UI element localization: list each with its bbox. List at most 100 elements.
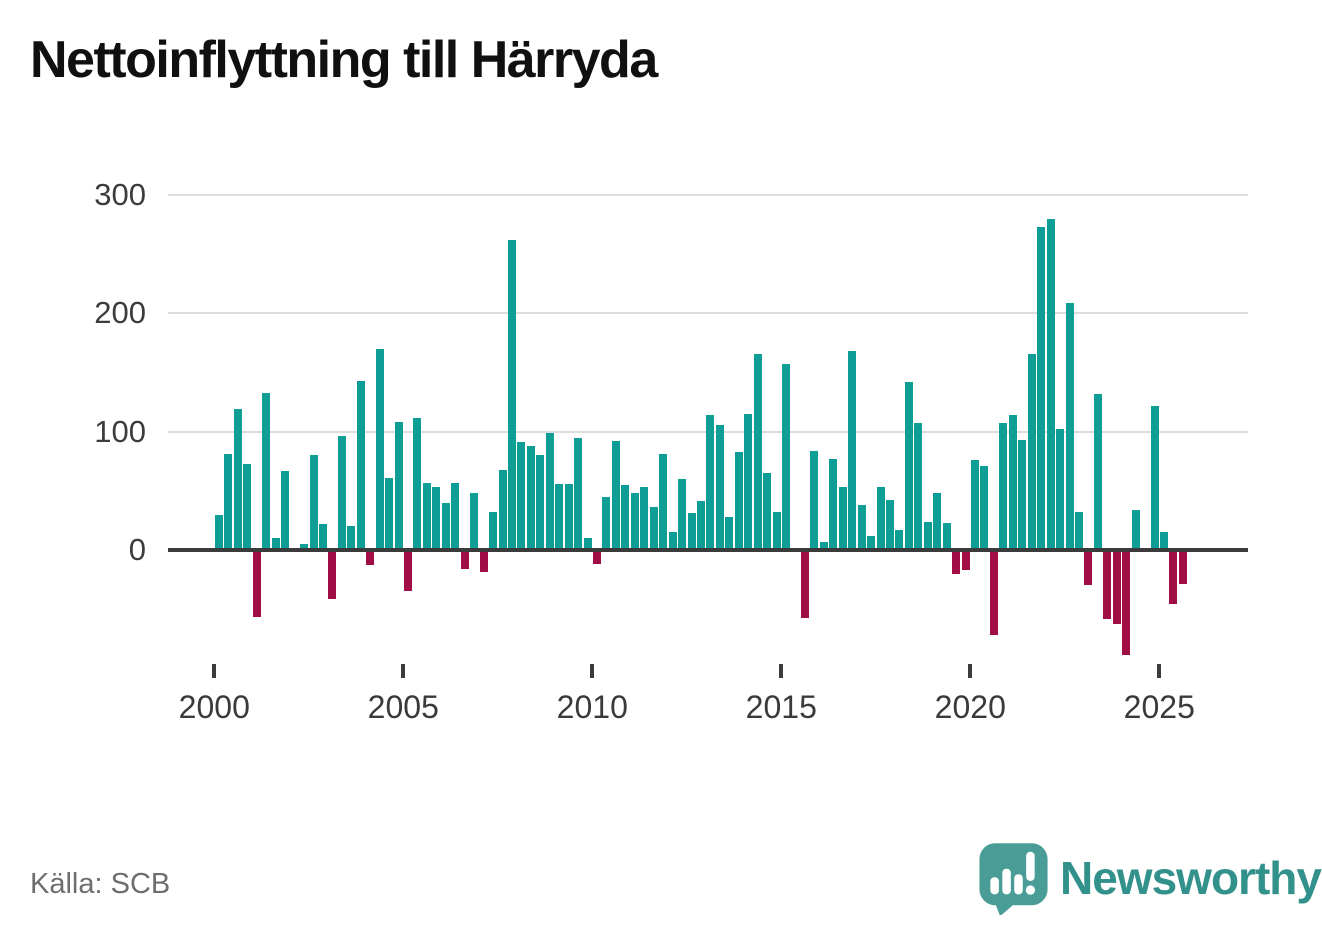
bar-positive <box>507 240 516 550</box>
bar-positive <box>262 392 271 550</box>
x-axis-tick-label: 2015 <box>745 689 817 725</box>
y-gridline-200 <box>168 312 1248 315</box>
bar-positive <box>1131 509 1140 550</box>
bar-positive <box>526 445 535 550</box>
bar-positive <box>640 487 649 550</box>
bar-positive <box>1018 439 1027 550</box>
y-axis-tick-label: 200 <box>94 295 146 331</box>
bar-positive <box>725 516 734 550</box>
bar-positive <box>696 501 705 550</box>
bar-positive <box>678 479 687 550</box>
bar-negative <box>1084 552 1093 586</box>
zero-baseline <box>168 548 1248 552</box>
bar-positive <box>375 348 384 550</box>
bar-negative <box>989 552 998 635</box>
bar-positive <box>782 364 790 550</box>
bar-negative <box>366 552 375 565</box>
chart-title: Nettoinflyttning till Härryda <box>30 31 658 89</box>
bar-positive <box>498 469 507 550</box>
bar-positive <box>385 477 394 550</box>
bar-positive <box>432 487 441 550</box>
y-axis-tick-label: 0 <box>128 532 146 567</box>
bar-negative <box>593 552 601 564</box>
bar-positive <box>271 538 280 550</box>
x-axis-tick-label: 2025 <box>1123 689 1195 725</box>
bar-positive <box>971 460 979 550</box>
newsworthy-speech-bubble-chart-icon <box>979 843 1048 915</box>
bar-positive <box>763 473 772 550</box>
x-axis-tick <box>212 664 217 678</box>
x-axis-tick <box>968 664 973 678</box>
x-axis-tick-label: 2000 <box>178 689 250 725</box>
bar-positive <box>356 380 365 550</box>
bar-negative <box>404 552 412 592</box>
bar-positive <box>819 541 828 550</box>
bar-positive <box>914 423 923 550</box>
bar-negative <box>1122 552 1131 655</box>
bar-positive <box>300 544 309 550</box>
bar-positive <box>536 455 545 550</box>
x-axis-tick-label: 2005 <box>367 689 439 725</box>
bar-positive <box>611 441 620 550</box>
y-axis-tick-label: 300 <box>94 177 146 213</box>
newsworthy-wordmark: Newsworthy <box>1060 852 1322 904</box>
bar-positive <box>980 466 989 550</box>
x-axis-tick <box>779 664 784 678</box>
newsworthy-logo: Newsworthy <box>977 842 1322 915</box>
bar-negative <box>479 552 488 573</box>
bar-positive <box>706 415 715 550</box>
bar-positive <box>810 450 819 550</box>
bar-positive <box>489 512 498 550</box>
bar-positive <box>848 351 857 550</box>
bar-positive <box>1074 512 1083 550</box>
x-axis-tick <box>1157 664 1162 678</box>
bar-positive <box>923 521 932 550</box>
x-axis-tick-label: 2010 <box>556 689 628 725</box>
x-axis-tick <box>401 664 406 678</box>
bar-positive <box>233 409 242 550</box>
source-note: Källa: SCB <box>30 868 171 900</box>
bar-positive <box>1027 353 1036 550</box>
bar-positive <box>838 487 847 550</box>
bar-positive <box>895 529 904 550</box>
bar-negative <box>1103 552 1112 620</box>
bar-positive <box>517 442 526 550</box>
bar-positive <box>318 523 327 550</box>
bar-positive <box>413 417 422 550</box>
bar-positive <box>470 493 479 550</box>
bar-positive <box>1046 218 1055 550</box>
bar-negative <box>328 552 337 600</box>
bar-positive <box>753 353 762 550</box>
bar-positive <box>630 493 639 550</box>
bar-positive <box>734 451 743 550</box>
bar-positive <box>602 496 611 550</box>
bar-positive <box>621 484 630 550</box>
bar-positive <box>933 493 942 550</box>
x-axis-tick-label: 2020 <box>934 689 1006 725</box>
bar-negative <box>800 552 809 619</box>
bar-positive <box>422 482 431 550</box>
bar-positive <box>904 382 913 550</box>
bar-positive <box>337 436 346 550</box>
bar-positive <box>545 432 554 550</box>
bar-positive <box>772 512 781 550</box>
bar-positive <box>829 458 838 550</box>
bar-positive <box>583 538 592 550</box>
bar-positive <box>715 424 724 550</box>
bar-positive <box>281 470 290 550</box>
bar-positive <box>942 522 951 550</box>
bar-positive <box>347 526 356 550</box>
bar-positive <box>659 454 668 550</box>
bar-positive <box>1093 393 1102 550</box>
bar-positive <box>687 513 696 550</box>
bar-positive <box>555 483 564 550</box>
bar-positive <box>1037 227 1046 550</box>
bar-positive <box>857 505 866 550</box>
bar-positive <box>649 507 658 550</box>
bar-positive <box>1150 405 1159 550</box>
bar-positive <box>744 413 753 550</box>
bar-negative <box>961 552 970 570</box>
bar-positive <box>1160 532 1168 550</box>
bar-positive <box>564 483 573 550</box>
